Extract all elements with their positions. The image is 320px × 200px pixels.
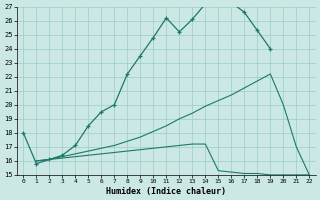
X-axis label: Humidex (Indice chaleur): Humidex (Indice chaleur) [106, 187, 226, 196]
